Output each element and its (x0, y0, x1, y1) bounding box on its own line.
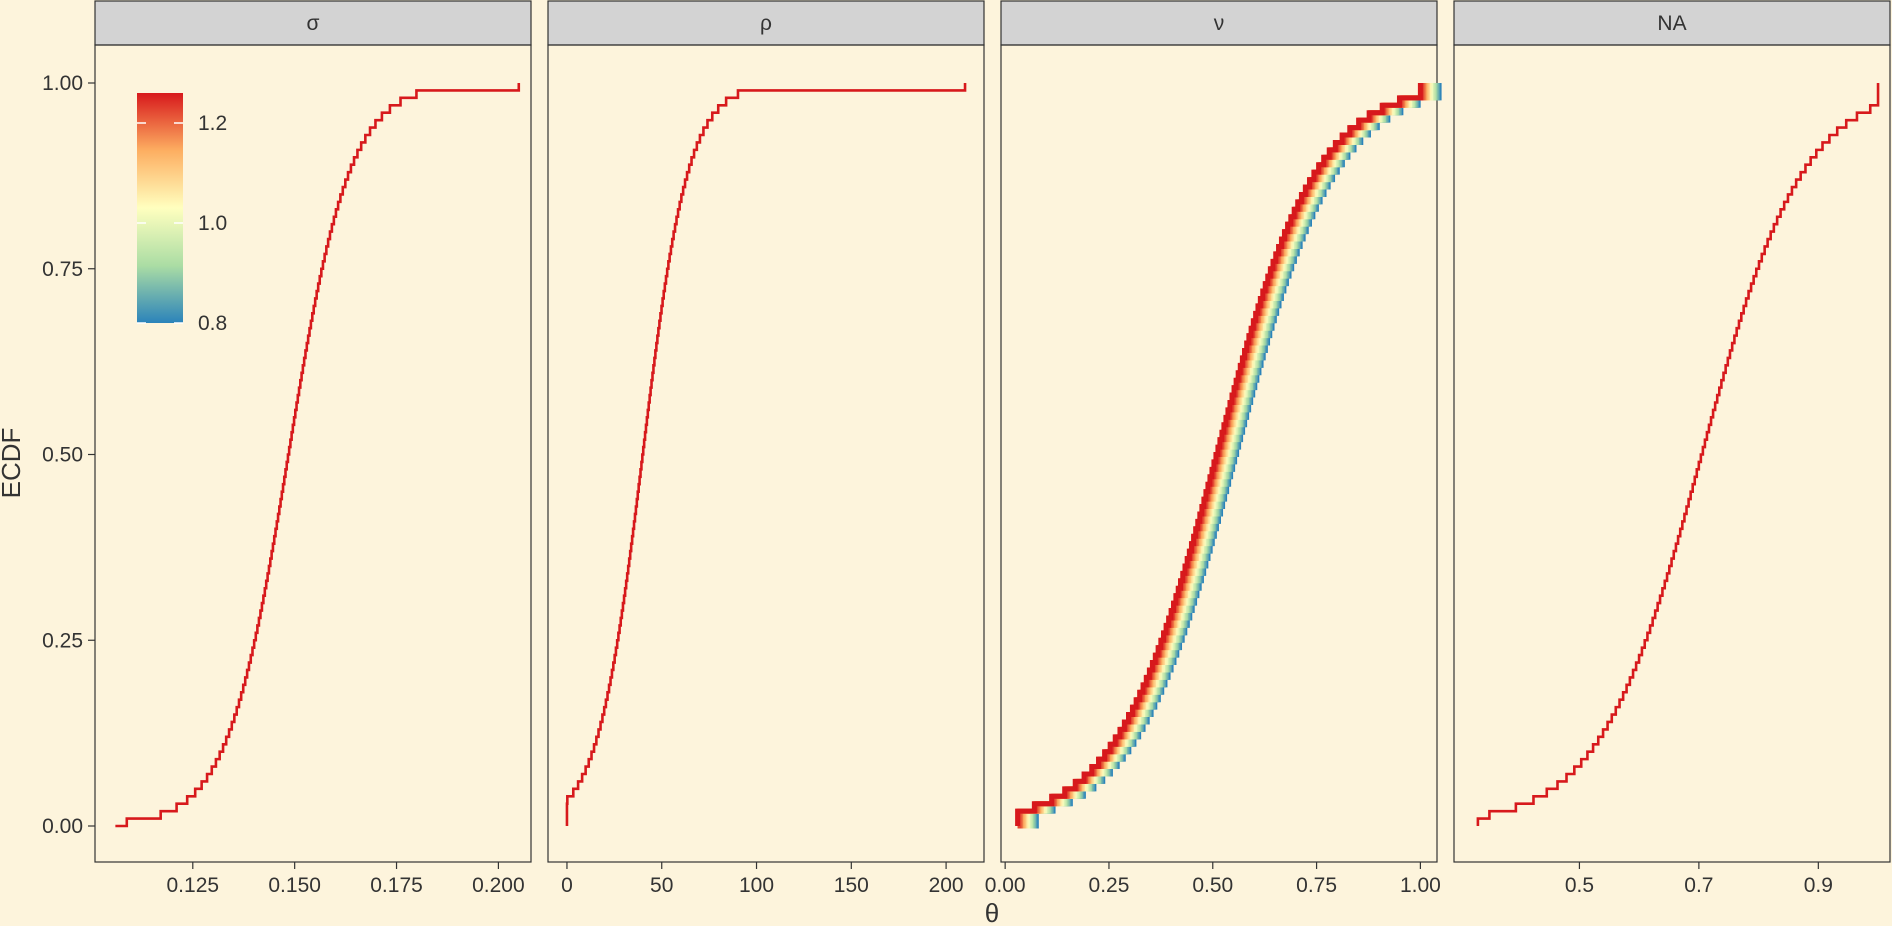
y-axis-title: ECDF (0, 428, 26, 499)
ecdf-line (565, 83, 967, 826)
ecdf-line (1016, 83, 1422, 826)
colorbar-tick-label: 0.8 (198, 312, 227, 335)
colorbar-legend: 0.8 1.0 1.2 (137, 93, 227, 335)
x-tick-label: 0.75 (1296, 874, 1337, 897)
x-tick-label: 0.175 (370, 874, 423, 897)
colorbar (137, 93, 183, 323)
facet-strip-label: NA (1657, 12, 1686, 35)
facet-strip (1000, 0, 1438, 46)
y-axis: 0.00 0.25 0.50 0.75 1.00 (42, 72, 95, 838)
x-tick-label: 1.00 (1400, 874, 1441, 897)
ecdf-line (1476, 83, 1880, 826)
y-tick-label: 0.50 (42, 444, 83, 467)
y-tick-label: 0.00 (42, 815, 83, 838)
facet-strip-label: ν (1214, 12, 1225, 35)
y-tick-label: 0.75 (42, 258, 83, 281)
x-tick-label: 0.25 (1089, 874, 1130, 897)
x-tick-label: 0.9 (1804, 874, 1833, 897)
x-tick-label: 0.50 (1192, 874, 1233, 897)
panel-border (547, 44, 985, 863)
y-tick-label: 0.25 (42, 629, 83, 652)
facet-strip (1453, 0, 1891, 46)
panel-border (1000, 44, 1438, 863)
x-axis-title: θ (985, 898, 999, 926)
x-tick-label: 0.150 (268, 874, 321, 897)
colorbar-tick-label: 1.0 (198, 212, 227, 235)
facet-strip-label: ρ (760, 12, 772, 35)
x-tick-label: 100 (739, 874, 774, 897)
x-tick-label: 0.00 (985, 874, 1026, 897)
x-tick-label: 0 (561, 874, 573, 897)
ecdf-line (115, 83, 521, 828)
facet-panel: NA 0.5 0.7 0.9 (1453, 0, 1891, 897)
x-tick-label: 200 (929, 874, 964, 897)
x-tick-label: 0.200 (472, 874, 525, 897)
facet-panel: σ 0.125 0.150 0.175 0.200 (94, 0, 532, 897)
facet-strip-label: σ (307, 12, 320, 35)
colorbar-tick-label: 1.2 (198, 112, 227, 135)
facet-panel: ρ 0 50 100 150 200 (547, 0, 985, 897)
x-tick-label: 150 (834, 874, 869, 897)
x-tick-label: 0.7 (1684, 874, 1713, 897)
facet-panels: σ 0.125 0.150 0.175 0.200 ρ 0 50 100 150 200 ν 0.00 0… (94, 0, 1891, 897)
y-tick-label: 1.00 (42, 72, 83, 95)
facet-strip (94, 0, 532, 46)
panel-border (94, 44, 532, 863)
facet-panel: ν 0.00 0.25 0.50 0.75 1.00 (985, 0, 1442, 897)
x-tick-label: 50 (650, 874, 673, 897)
facet-strip (547, 0, 985, 46)
x-tick-label: 0.125 (167, 874, 220, 897)
panel-border (1453, 44, 1891, 863)
x-tick-label: 0.5 (1565, 874, 1594, 897)
